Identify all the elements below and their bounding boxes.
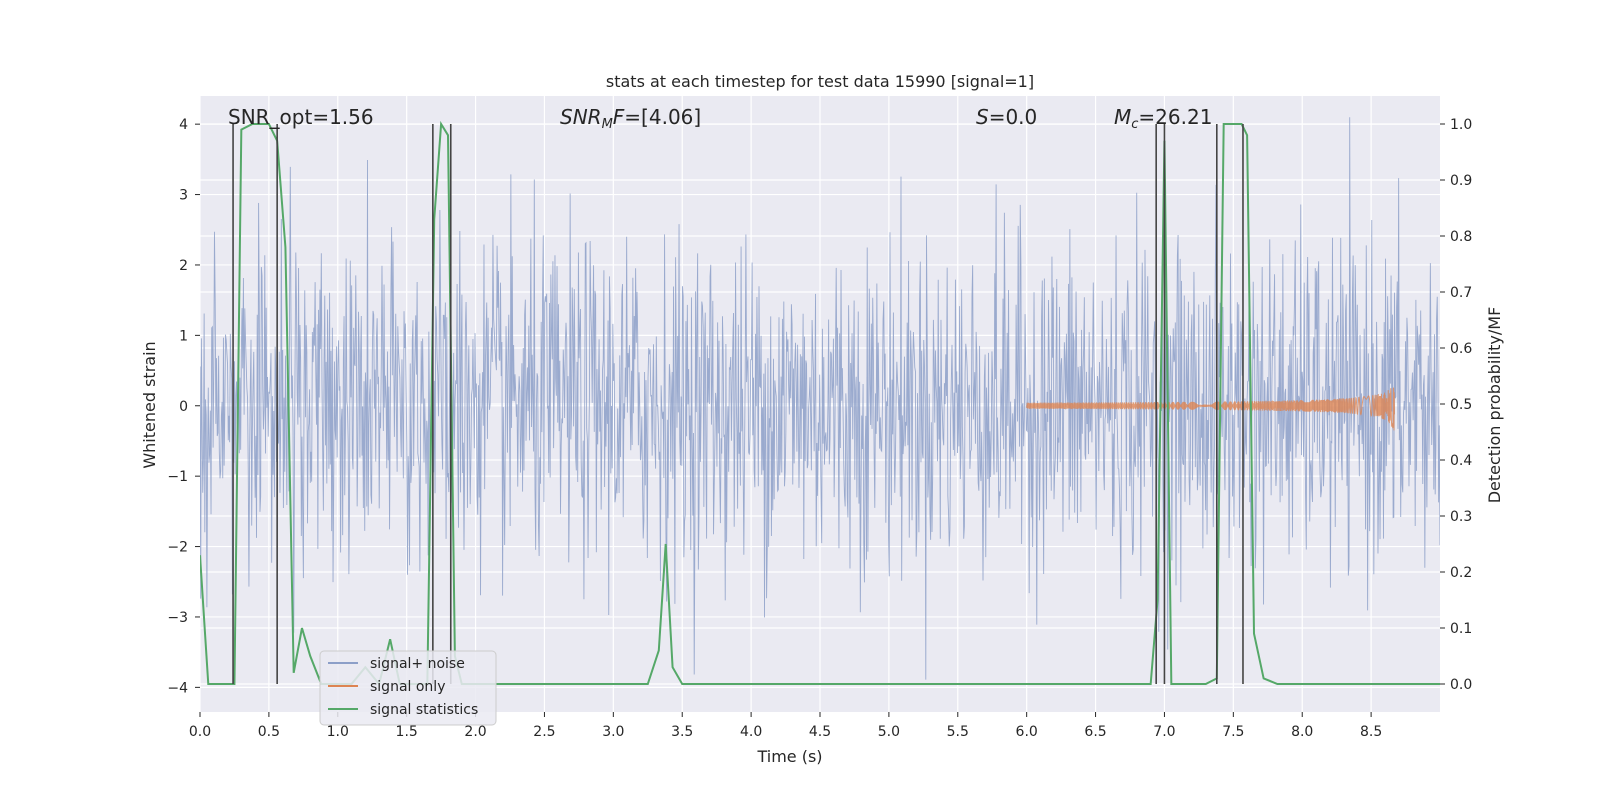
y-tick-label: 1	[179, 328, 188, 344]
y2-tick-label: 1.0	[1450, 117, 1472, 133]
x-tick-label: 1.5	[396, 724, 418, 740]
legend-label-signal: signal only	[370, 679, 445, 695]
y-axis-label: Whitened strain	[140, 341, 159, 468]
x-tick-label: 3.0	[602, 724, 624, 740]
x-tick-label: 8.0	[1291, 724, 1313, 740]
chart-title: stats at each timestep for test data 159…	[606, 72, 1034, 91]
x-tick-label: 2.5	[533, 724, 555, 740]
annotation-snr-mf: SNRMF=[4.06]	[560, 105, 701, 132]
x-tick-label: 6.0	[1016, 724, 1038, 740]
series-signal-statistics	[200, 120, 1440, 687]
y-tick-label: 4	[179, 117, 188, 133]
y2-tick-label: 0.1	[1450, 621, 1472, 637]
y-tick-label: 3	[179, 188, 188, 204]
x-tick-label: 2.0	[464, 724, 486, 740]
x-tick-label: 0.5	[258, 724, 280, 740]
y2-tick-label: 0.8	[1450, 229, 1472, 245]
x-axis-label: Time (s)	[756, 747, 822, 766]
x-tick-label: 7.5	[1222, 724, 1244, 740]
y2-tick-label: 0.7	[1450, 285, 1472, 301]
series-signal-only	[1026, 387, 1396, 431]
y2-tick-label: 0.4	[1450, 453, 1472, 469]
x-tick-label: 1.0	[327, 724, 349, 740]
y-tick-label: −1	[167, 469, 188, 485]
legend-label-statistics: signal statistics	[370, 702, 478, 718]
y-tick-label: 0	[179, 399, 188, 415]
y2-tick-label: 0.6	[1450, 341, 1472, 357]
x-tick-label: 0.0	[189, 724, 211, 740]
annotation-s: S=0.0	[976, 105, 1037, 129]
x-tick-label: 6.5	[1084, 724, 1106, 740]
y-tick-label: −2	[167, 540, 188, 556]
y-tick-label: −3	[167, 610, 188, 626]
y2-tick-label: 0.3	[1450, 509, 1472, 525]
y2-tick-label: 0.9	[1450, 173, 1472, 189]
legend: signal+ noise signal only signal statist…	[319, 650, 497, 726]
y2-tick-label: 0.0	[1450, 677, 1472, 693]
x-tick-label: 5.0	[878, 724, 900, 740]
annotation-snr-opt: SNR_opt=1.56	[228, 105, 374, 129]
x-tick-label: 7.0	[1153, 724, 1175, 740]
y2-tick-label: 0.5	[1450, 397, 1472, 413]
annotation-mc: Mc=26.21	[1114, 105, 1212, 132]
legend-label-noise: signal+ noise	[370, 656, 465, 672]
series-signal-noise	[200, 117, 1440, 680]
y2-axis-label: Detection probability/MF	[1485, 307, 1504, 504]
y2-tick-label: 0.2	[1450, 565, 1472, 581]
x-tick-label: 8.5	[1360, 724, 1382, 740]
x-tick-label: 3.5	[671, 724, 693, 740]
y-tick-label: −4	[167, 680, 188, 696]
legend-box	[319, 650, 497, 726]
ticks: 0.0 0.5 1.0 1.5 2.0 2.5 3.0 3.5 4.0 4.5 5.0 5.5 6.0 6…	[167, 117, 1472, 740]
series-layer	[200, 117, 1440, 687]
x-tick-label: 4.5	[809, 724, 831, 740]
x-tick-label: 4.0	[740, 724, 762, 740]
x-tick-label: 5.5	[947, 724, 969, 740]
y-tick-label: 2	[179, 258, 188, 274]
